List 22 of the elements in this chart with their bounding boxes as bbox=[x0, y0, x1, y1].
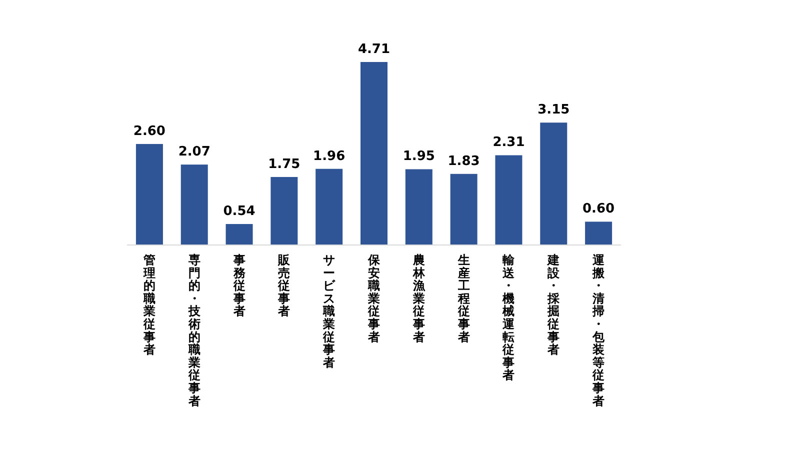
data-label: 1.96 bbox=[313, 148, 346, 164]
category-label: 輸送・機械運転従事者 bbox=[502, 253, 515, 382]
category-label: サービス職業従事者 bbox=[323, 253, 336, 370]
category-label: 運搬・清掃・包装等従事者 bbox=[592, 253, 605, 408]
data-label: 1.75 bbox=[268, 157, 300, 172]
data-label: 2.07 bbox=[178, 144, 210, 160]
data-label: 4.71 bbox=[358, 42, 390, 57]
category-label: 専門的・技術的職業従事者 bbox=[188, 253, 200, 408]
x-tick-label: 事務従事者 bbox=[232, 253, 246, 318]
data-label: 2.60 bbox=[133, 124, 166, 139]
data-label: 3.15 bbox=[538, 102, 570, 118]
data-label: 1.95 bbox=[402, 149, 435, 164]
x-tick-label: 保安職業従事者 bbox=[367, 253, 381, 344]
data-label: 0.54 bbox=[223, 204, 256, 220]
data-label: 1.83 bbox=[448, 154, 480, 169]
data-label: 0.60 bbox=[582, 202, 615, 217]
x-tick-label: 販売従事者 bbox=[277, 253, 292, 318]
x-tick-label: 生産工程従事者 bbox=[456, 253, 470, 344]
x-tick-label: 管理的職業従事者 bbox=[142, 253, 156, 357]
x-tick-label: 建設・採掘従事者 bbox=[546, 253, 561, 357]
data-label: 2.31 bbox=[492, 135, 525, 150]
x-tick-label: 農林漁業従事者 bbox=[412, 253, 426, 344]
